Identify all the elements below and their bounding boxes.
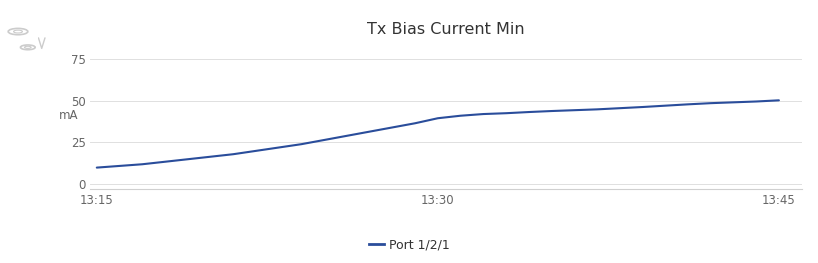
Legend: Port 1/2/1: Port 1/2/1 — [364, 234, 454, 257]
Title: Tx Bias Current Min: Tx Bias Current Min — [367, 22, 524, 37]
Y-axis label: mA: mA — [58, 109, 78, 122]
